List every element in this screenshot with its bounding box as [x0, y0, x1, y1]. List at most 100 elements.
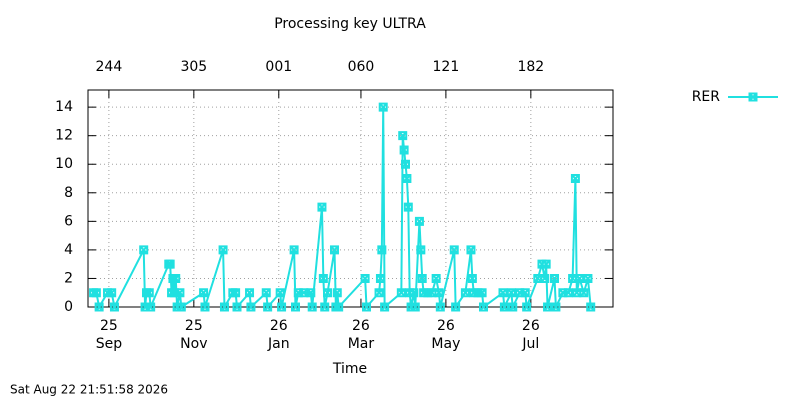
marker: [398, 131, 408, 141]
marker: [146, 302, 156, 312]
x-tick-label: Jan: [267, 336, 290, 352]
marker: [466, 245, 476, 255]
marker: [498, 288, 508, 298]
x-tick-label: Jul: [521, 336, 539, 352]
marker: [540, 273, 550, 283]
marker: [575, 273, 585, 283]
marker: [449, 245, 459, 255]
marker: [232, 302, 242, 312]
marker: [231, 288, 241, 298]
marker: [435, 302, 445, 312]
marker: [380, 302, 390, 312]
x2-tick-label: 121: [433, 59, 460, 75]
marker: [261, 288, 271, 298]
marker: [550, 273, 560, 283]
marker: [403, 202, 413, 212]
marker: [323, 288, 333, 298]
marker: [245, 288, 255, 298]
marker: [563, 288, 573, 298]
marker: [91, 288, 101, 298]
marker: [318, 273, 328, 283]
marker: [431, 273, 441, 283]
marker: [139, 245, 149, 255]
marker: [460, 288, 470, 298]
marker: [583, 273, 593, 283]
marker: [399, 145, 409, 155]
marker: [417, 273, 427, 283]
marker: [570, 174, 580, 184]
plot-frame: [87, 89, 614, 308]
x2-tick-label: 305: [180, 59, 207, 75]
marker: [334, 302, 344, 312]
marker: [307, 302, 317, 312]
marker: [506, 288, 516, 298]
marker: [508, 302, 518, 312]
marker: [171, 273, 181, 283]
x-tick-label: May: [431, 336, 460, 352]
marker: [218, 245, 228, 255]
marker: [416, 245, 426, 255]
y-tick-label: 6: [64, 213, 73, 229]
marker: [107, 288, 117, 298]
series-line: [93, 107, 592, 311]
marker: [200, 302, 210, 312]
marker: [290, 302, 300, 312]
marker: [362, 302, 372, 312]
y-tick-label: 2: [64, 270, 73, 286]
footer: Sat Aug 22 21:51:58 2026: [10, 383, 168, 397]
x-tick-label: Nov: [180, 336, 207, 352]
y-tick-label: 14: [55, 99, 73, 115]
marker: [329, 245, 339, 255]
x-axis-label: Time: [332, 361, 367, 377]
marker: [289, 245, 299, 255]
x-tick-label: Sep: [96, 336, 123, 352]
marker: [175, 288, 185, 298]
marker: [219, 302, 229, 312]
marker: [165, 259, 175, 269]
marker: [374, 288, 384, 298]
marker: [377, 245, 387, 255]
y-tick-label: 8: [64, 185, 73, 201]
marker: [478, 302, 488, 312]
marker: [176, 302, 186, 312]
marker: [401, 159, 411, 169]
legend-label: RER: [692, 89, 721, 105]
chart-title: Processing key ULTRA: [274, 16, 426, 32]
x2-tick-label: 244: [96, 59, 123, 75]
marker: [396, 288, 406, 298]
marker: [94, 302, 104, 312]
marker: [520, 288, 530, 298]
marker: [410, 302, 420, 312]
marker: [522, 302, 532, 312]
marker: [451, 302, 461, 312]
marker: [360, 273, 370, 283]
marker: [579, 288, 589, 298]
marker: [541, 259, 551, 269]
y-tick-label: 10: [55, 156, 73, 172]
marker: [109, 302, 119, 312]
x-tick-label: 26: [437, 318, 455, 334]
x-tick-label: 26: [522, 318, 540, 334]
marker: [246, 302, 256, 312]
x-tick-label: Mar: [348, 336, 375, 352]
marker: [543, 302, 553, 312]
marker: [306, 288, 316, 298]
marker: [551, 302, 561, 312]
marker: [499, 302, 509, 312]
marker: [320, 302, 330, 312]
marker: [477, 288, 487, 298]
y-tick-label: 4: [64, 242, 73, 258]
marker: [277, 302, 287, 312]
marker: [275, 288, 285, 298]
x-tick-label: 26: [270, 318, 288, 334]
y-tick-label: 0: [64, 299, 73, 315]
marker: [409, 288, 419, 298]
x2-tick-label: 060: [348, 59, 375, 75]
marker: [263, 302, 273, 312]
marker: [586, 302, 596, 312]
marker: [375, 273, 385, 283]
marker: [467, 273, 477, 283]
marker: [378, 102, 388, 112]
x-tick-label: 25: [100, 318, 118, 334]
